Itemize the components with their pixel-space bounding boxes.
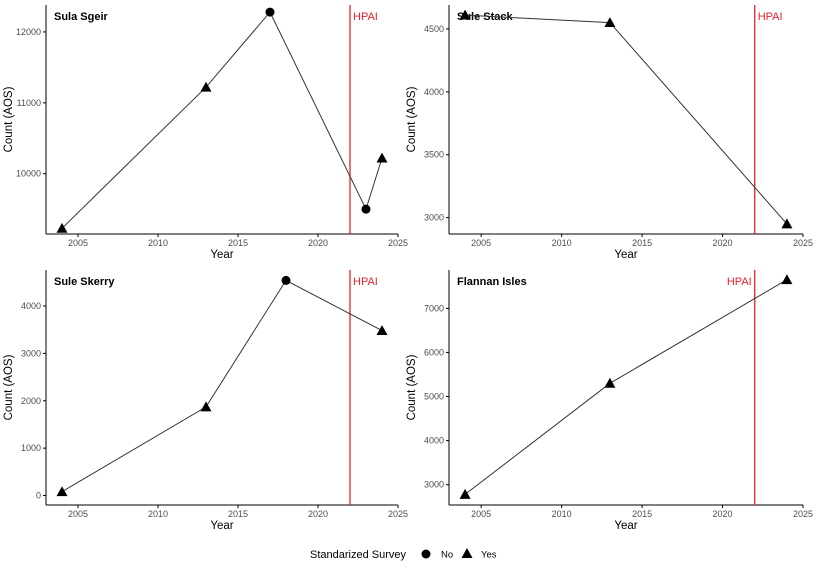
y-tick-label: 10000 xyxy=(16,169,41,179)
panel-sule-skerry: 2005 2010 2015 2020 2025 0 1000 2000 3000 4000 Yea… xyxy=(3,270,408,532)
data-point-triangle xyxy=(781,218,793,229)
data-point-triangle xyxy=(200,401,212,412)
hpai-label: HPAI xyxy=(353,11,378,23)
y-axis-title: Count (AOS) xyxy=(406,354,418,420)
x-tick-label: 2015 xyxy=(228,509,248,519)
data-point-triangle xyxy=(459,488,471,499)
x-tick-label: 2005 xyxy=(471,509,491,519)
x-tick-label: 2020 xyxy=(308,509,328,519)
data-point-triangle xyxy=(376,325,388,336)
legend-marker-no xyxy=(421,549,431,559)
series-line xyxy=(464,279,788,495)
x-tick-label: 2020 xyxy=(713,509,733,519)
legend-label-no: No xyxy=(441,550,453,561)
data-point-triangle xyxy=(604,377,616,388)
x-tick-label: 2020 xyxy=(713,238,733,248)
series-line xyxy=(61,11,383,229)
x-tick-label: 2010 xyxy=(148,509,168,519)
y-tick-label: 3500 xyxy=(424,150,444,160)
panel-flannan-isles: 2005 2010 2015 2020 2025 3000 4000 5000 6000 7000… xyxy=(406,270,813,532)
series-line xyxy=(465,14,788,225)
panel-title: Sula Sgeir xyxy=(54,11,109,23)
x-tick-label: 2015 xyxy=(228,238,248,248)
y-axis-title: Count (AOS) xyxy=(406,86,418,152)
panel-sula-sgeir: 2005 2010 2015 2020 2025 10000 11000 12000 Year C… xyxy=(3,5,408,261)
panel-sule-stack: 2005 2010 2015 2020 2025 3000 3500 4000 4500 Year… xyxy=(406,5,813,261)
legend: Standarized Survey No Yes xyxy=(310,548,497,561)
hpai-label: HPAI xyxy=(758,11,783,23)
data-point-triangle xyxy=(781,274,793,285)
y-axis-title: Count (AOS) xyxy=(3,86,15,152)
y-tick-label: 12000 xyxy=(16,27,41,37)
data-point-circle xyxy=(265,7,275,17)
x-tick-label: 2005 xyxy=(68,238,88,248)
x-tick-label: 2010 xyxy=(552,509,572,519)
panel-title: Flannan Isles xyxy=(457,276,527,288)
legend-label-yes: Yes xyxy=(481,550,497,561)
y-tick-label: 3000 xyxy=(424,213,444,223)
x-tick-label: 2025 xyxy=(388,238,408,248)
y-tick-label: 4000 xyxy=(21,301,41,311)
hpai-label: HPAI xyxy=(727,276,752,288)
legend-marker-yes xyxy=(461,548,473,558)
data-point-triangle xyxy=(56,486,68,497)
y-tick-label: 3000 xyxy=(424,480,444,490)
x-tick-label: 2025 xyxy=(388,509,408,519)
data-point-triangle xyxy=(376,152,388,163)
x-tick-label: 2020 xyxy=(308,238,328,248)
y-tick-label: 1000 xyxy=(21,443,41,453)
x-tick-label: 2010 xyxy=(148,238,168,248)
x-tick-label: 2015 xyxy=(632,238,652,248)
data-point-circle xyxy=(281,275,291,285)
y-tick-label: 7000 xyxy=(424,303,444,313)
panel-title: Sule Skerry xyxy=(54,276,115,288)
data-point-triangle xyxy=(459,9,471,20)
legend-title: Standarized Survey xyxy=(310,549,406,561)
x-tick-label: 2005 xyxy=(471,238,491,248)
hpai-label: HPAI xyxy=(353,276,378,288)
y-tick-label: 11000 xyxy=(17,98,41,108)
x-tick-label: 2010 xyxy=(552,238,572,248)
panel-title: Sule Stack xyxy=(457,11,514,23)
y-tick-label: 4000 xyxy=(424,87,444,97)
series-line xyxy=(61,279,383,493)
y-tick-label: 2000 xyxy=(21,396,41,406)
y-tick-label: 4000 xyxy=(424,436,444,446)
x-tick-label: 2025 xyxy=(793,509,813,519)
data-point-circle xyxy=(361,204,371,214)
x-tick-label: 2025 xyxy=(793,238,813,248)
x-axis-title: Year xyxy=(614,520,637,532)
x-tick-label: 2005 xyxy=(68,509,88,519)
x-axis-title: Year xyxy=(210,520,233,532)
data-point-triangle xyxy=(604,17,616,28)
y-tick-label: 6000 xyxy=(424,347,444,357)
x-tick-label: 2015 xyxy=(632,509,652,519)
y-tick-label: 5000 xyxy=(424,392,444,402)
y-tick-label: 4500 xyxy=(424,24,444,34)
x-axis-title: Year xyxy=(614,249,637,261)
x-axis-title: Year xyxy=(210,249,233,261)
y-tick-label: 3000 xyxy=(21,348,41,358)
y-axis-title: Count (AOS) xyxy=(3,354,15,420)
data-point-triangle xyxy=(56,222,68,233)
y-tick-label: 0 xyxy=(36,491,41,501)
data-point-triangle xyxy=(200,81,212,92)
